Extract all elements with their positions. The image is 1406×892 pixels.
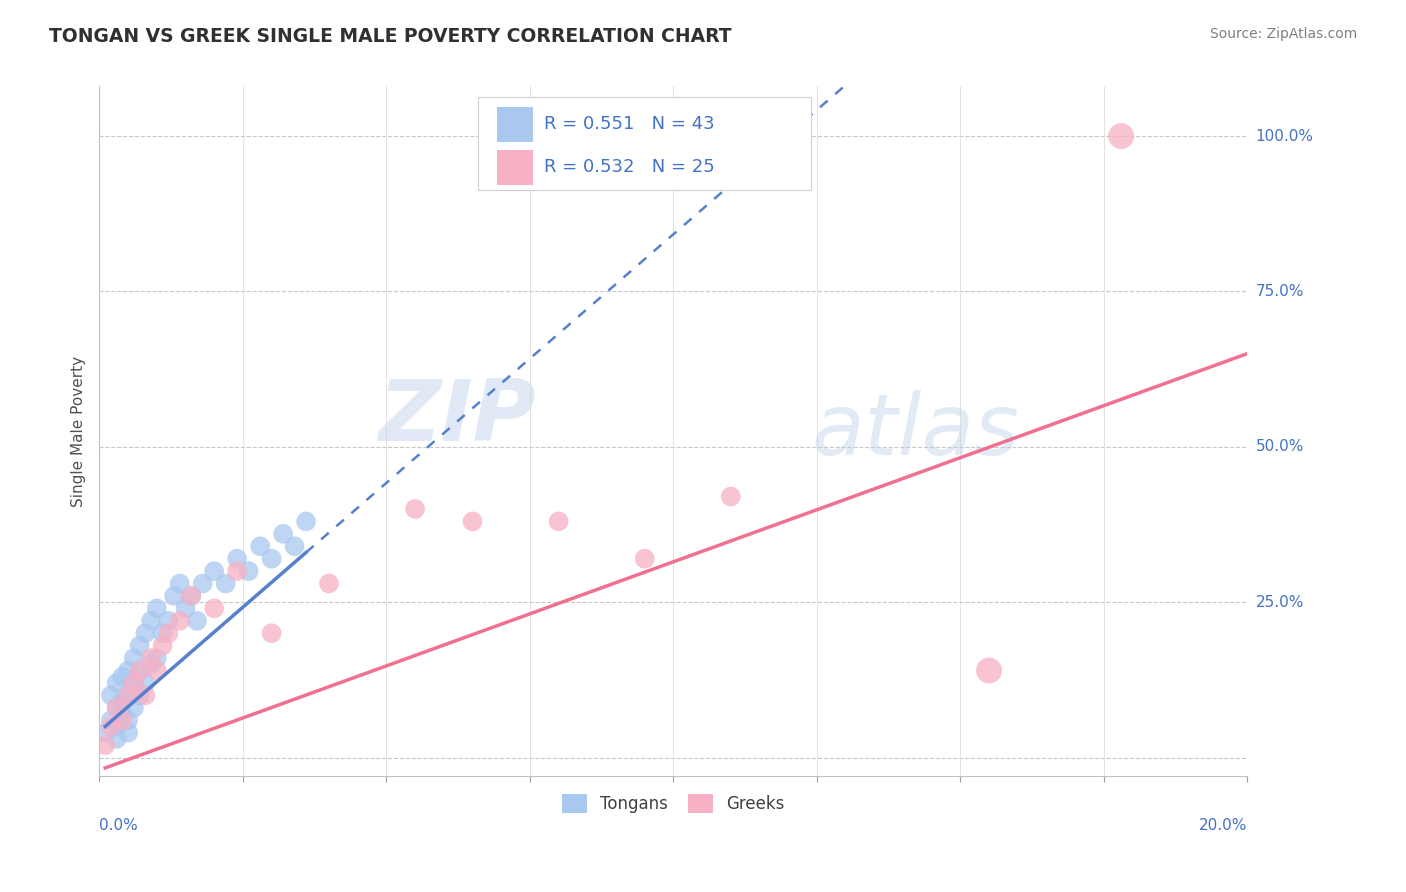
- Point: [134, 676, 156, 690]
- Point: [122, 676, 145, 690]
- Point: [146, 601, 169, 615]
- Point: [157, 626, 180, 640]
- Point: [157, 614, 180, 628]
- Point: [105, 676, 128, 690]
- FancyBboxPatch shape: [478, 96, 811, 190]
- Point: [122, 701, 145, 715]
- Point: [202, 564, 225, 578]
- Point: [100, 689, 122, 703]
- Point: [191, 576, 214, 591]
- Point: [128, 639, 150, 653]
- Point: [260, 551, 283, 566]
- Point: [186, 614, 208, 628]
- Text: R = 0.551   N = 43: R = 0.551 N = 43: [544, 115, 714, 133]
- Point: [271, 526, 294, 541]
- Point: [117, 689, 139, 703]
- Text: Source: ZipAtlas.com: Source: ZipAtlas.com: [1209, 27, 1357, 41]
- Point: [111, 713, 134, 727]
- Point: [105, 701, 128, 715]
- Point: [152, 626, 174, 640]
- Point: [117, 713, 139, 727]
- Text: 100.0%: 100.0%: [1256, 128, 1313, 144]
- Point: [146, 651, 169, 665]
- Point: [146, 664, 169, 678]
- Point: [404, 502, 426, 516]
- Text: R = 0.532   N = 25: R = 0.532 N = 25: [544, 159, 714, 177]
- Point: [174, 601, 197, 615]
- Point: [202, 601, 225, 615]
- Point: [128, 664, 150, 678]
- Point: [169, 576, 191, 591]
- Point: [215, 576, 238, 591]
- Text: 20.0%: 20.0%: [1199, 818, 1247, 832]
- Point: [139, 614, 162, 628]
- Point: [128, 689, 150, 703]
- Point: [111, 695, 134, 709]
- Point: [117, 725, 139, 739]
- FancyBboxPatch shape: [496, 150, 533, 185]
- Point: [122, 676, 145, 690]
- Text: TONGAN VS GREEK SINGLE MALE POVERTY CORRELATION CHART: TONGAN VS GREEK SINGLE MALE POVERTY CORR…: [49, 27, 733, 45]
- Point: [461, 515, 484, 529]
- Point: [284, 539, 307, 553]
- Text: 25.0%: 25.0%: [1256, 595, 1303, 609]
- Text: 50.0%: 50.0%: [1256, 440, 1303, 454]
- Point: [152, 639, 174, 653]
- Point: [180, 589, 202, 603]
- Point: [163, 589, 186, 603]
- Point: [169, 614, 191, 628]
- Point: [318, 576, 340, 591]
- Point: [117, 664, 139, 678]
- Point: [134, 626, 156, 640]
- Text: atlas: atlas: [811, 390, 1019, 473]
- Point: [94, 725, 117, 739]
- Point: [111, 670, 134, 684]
- Point: [139, 657, 162, 672]
- Point: [134, 689, 156, 703]
- Point: [122, 651, 145, 665]
- Text: 0.0%: 0.0%: [100, 818, 138, 832]
- Point: [111, 706, 134, 721]
- Legend: Tongans, Greeks: Tongans, Greeks: [555, 787, 792, 820]
- Point: [117, 689, 139, 703]
- Text: ZIP: ZIP: [378, 376, 536, 459]
- Point: [105, 719, 128, 733]
- Point: [1109, 129, 1132, 144]
- Point: [100, 719, 122, 733]
- Point: [94, 738, 117, 752]
- Point: [105, 731, 128, 746]
- Point: [128, 664, 150, 678]
- Y-axis label: Single Male Poverty: Single Male Poverty: [72, 356, 86, 507]
- FancyBboxPatch shape: [496, 107, 533, 142]
- Point: [249, 539, 271, 553]
- Point: [180, 589, 202, 603]
- Point: [226, 551, 249, 566]
- Point: [238, 564, 260, 578]
- Point: [139, 651, 162, 665]
- Point: [260, 626, 283, 640]
- Point: [720, 490, 742, 504]
- Point: [295, 515, 318, 529]
- Point: [226, 564, 249, 578]
- Point: [105, 701, 128, 715]
- Point: [977, 664, 1000, 678]
- Point: [100, 713, 122, 727]
- Point: [547, 515, 569, 529]
- Point: [634, 551, 657, 566]
- Text: 75.0%: 75.0%: [1256, 284, 1303, 299]
